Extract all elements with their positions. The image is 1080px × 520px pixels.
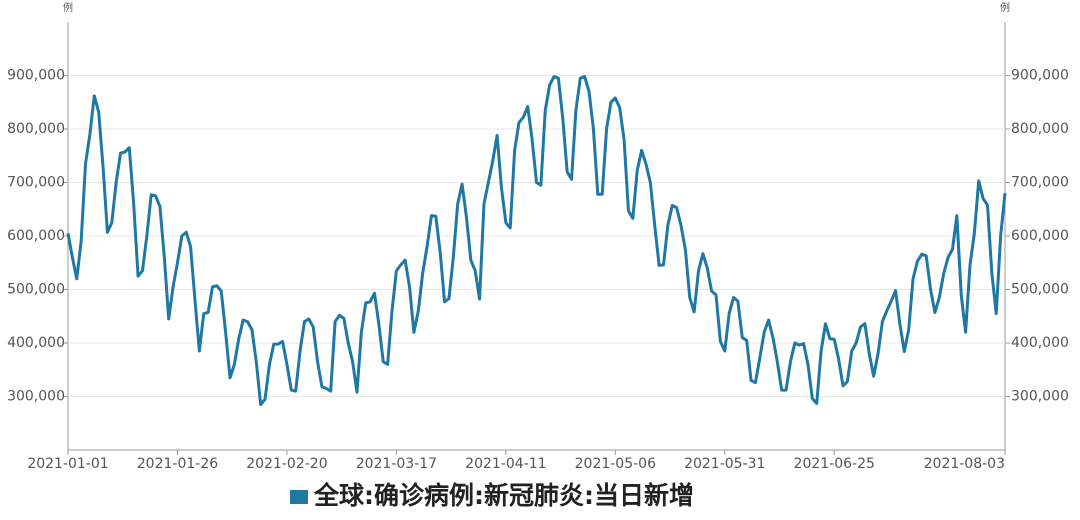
y2-tick-label: 700,000	[1011, 175, 1069, 191]
x-tick-label: 2021-01-01	[27, 456, 108, 472]
x-tick-label: 2021-08-03	[924, 456, 1005, 472]
legend-swatch	[290, 490, 308, 504]
x-tick-label: 2021-03-17	[356, 456, 437, 472]
y2-tick-label: 800,000	[1011, 121, 1069, 137]
y2-tick-label: 300,000	[1011, 389, 1069, 405]
y2-unit: 例	[1000, 1, 1010, 14]
y-tick-label: 400,000	[7, 335, 65, 351]
y-tick-label: 500,000	[7, 282, 65, 298]
y-tick-label: 600,000	[7, 228, 65, 244]
x-tick-label: 2021-05-31	[684, 456, 765, 472]
y2-tick-label: 900,000	[1011, 68, 1069, 84]
x-tick-label: 2021-05-06	[575, 456, 656, 472]
y-tick-label: 700,000	[7, 175, 65, 191]
x-tick-label: 2021-06-25	[794, 456, 875, 472]
legend-label: 全球:确诊病例:新冠肺炎:当日新增	[313, 481, 694, 510]
y2-tick-label: 500,000	[1011, 282, 1069, 298]
series-line	[66, 75, 1007, 407]
y2-tick-label: 400,000	[1011, 335, 1069, 351]
y-tick-label: 300,000	[7, 389, 65, 405]
y2-tick-label: 600,000	[1011, 228, 1069, 244]
x-tick-label: 2021-04-11	[465, 456, 546, 472]
x-tick-label: 2021-02-20	[246, 456, 327, 472]
y-tick-label: 900,000	[7, 68, 65, 84]
y-unit: 例	[63, 1, 73, 14]
y-tick-label: 800,000	[7, 121, 65, 137]
x-tick-label: 2021-01-26	[137, 456, 218, 472]
